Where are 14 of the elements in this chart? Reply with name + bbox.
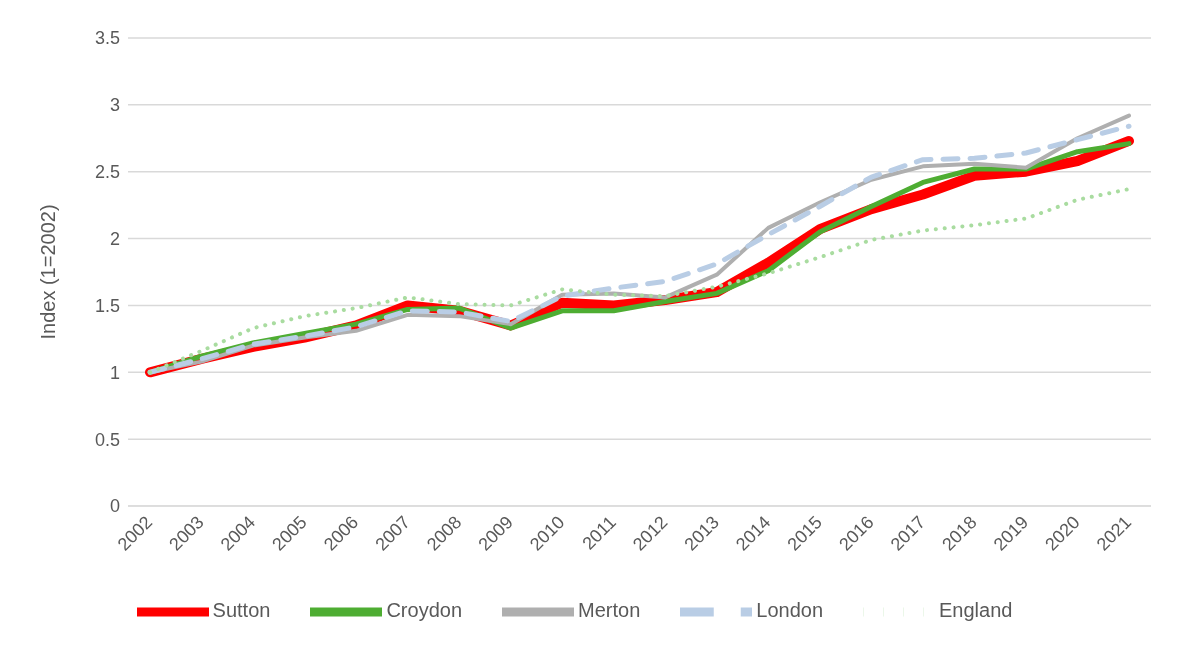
legend-label: England (939, 599, 1013, 622)
y-tick-label: 2 (109, 228, 120, 249)
legend-label: Merton (578, 599, 641, 622)
y-tick-label: 2.5 (94, 162, 120, 183)
y-tick-label: 0 (109, 496, 120, 517)
y-tick-label: 3.5 (94, 28, 120, 49)
legend-label: London (756, 599, 824, 622)
y-tick-label: 0.5 (94, 429, 120, 450)
legend-label: Sutton (212, 599, 271, 622)
legend-label: Croydon (386, 599, 463, 622)
y-axis-title: Index (1=2002) (37, 204, 60, 340)
y-tick-label: 1 (109, 362, 120, 383)
y-tick-label: 1.5 (94, 295, 120, 316)
y-tick-label: 3 (109, 95, 120, 116)
